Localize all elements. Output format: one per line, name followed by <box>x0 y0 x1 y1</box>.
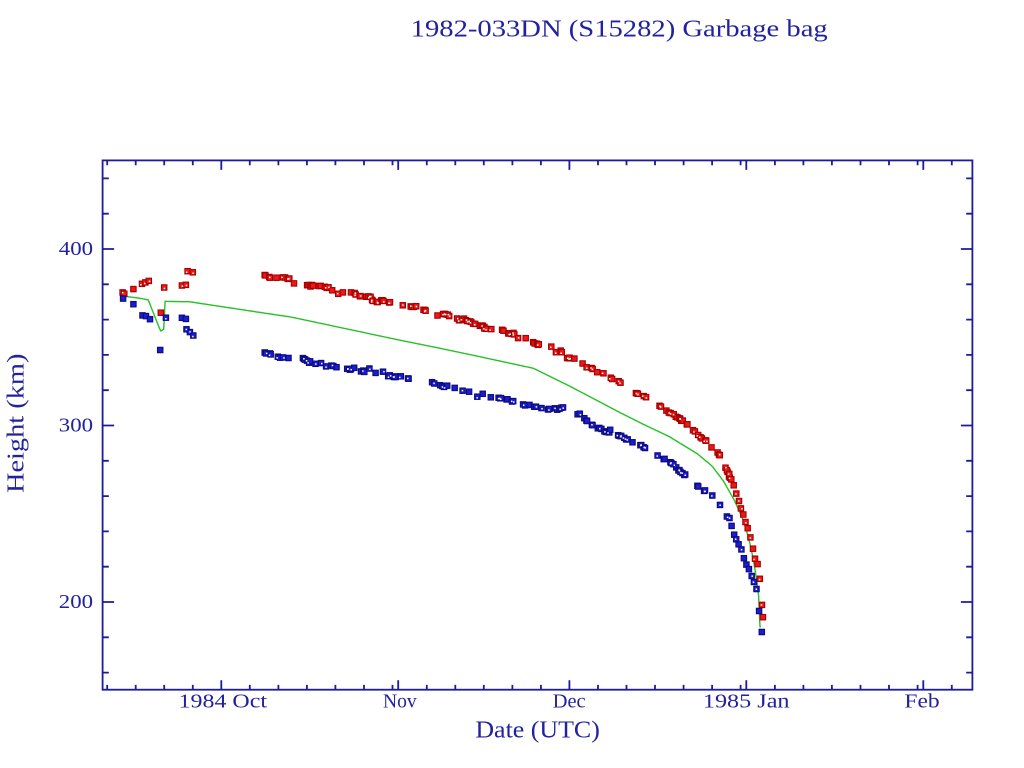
svg-text:Nov: Nov <box>383 690 417 712</box>
svg-text:1982-033DN (S15282) Garbage ba: 1982-033DN (S15282) Garbage bag <box>411 16 828 42</box>
svg-text:1985 Jan: 1985 Jan <box>703 690 790 712</box>
svg-text:Date (UTC): Date (UTC) <box>475 718 600 744</box>
svg-text:Feb: Feb <box>904 690 939 712</box>
svg-text:1984 Oct: 1984 Oct <box>179 690 268 712</box>
svg-text:Dec: Dec <box>553 690 586 712</box>
svg-text:400: 400 <box>59 238 93 260</box>
svg-text:Height (km): Height (km) <box>4 354 30 494</box>
svg-text:300: 300 <box>59 415 93 437</box>
svg-text:200: 200 <box>59 591 93 613</box>
